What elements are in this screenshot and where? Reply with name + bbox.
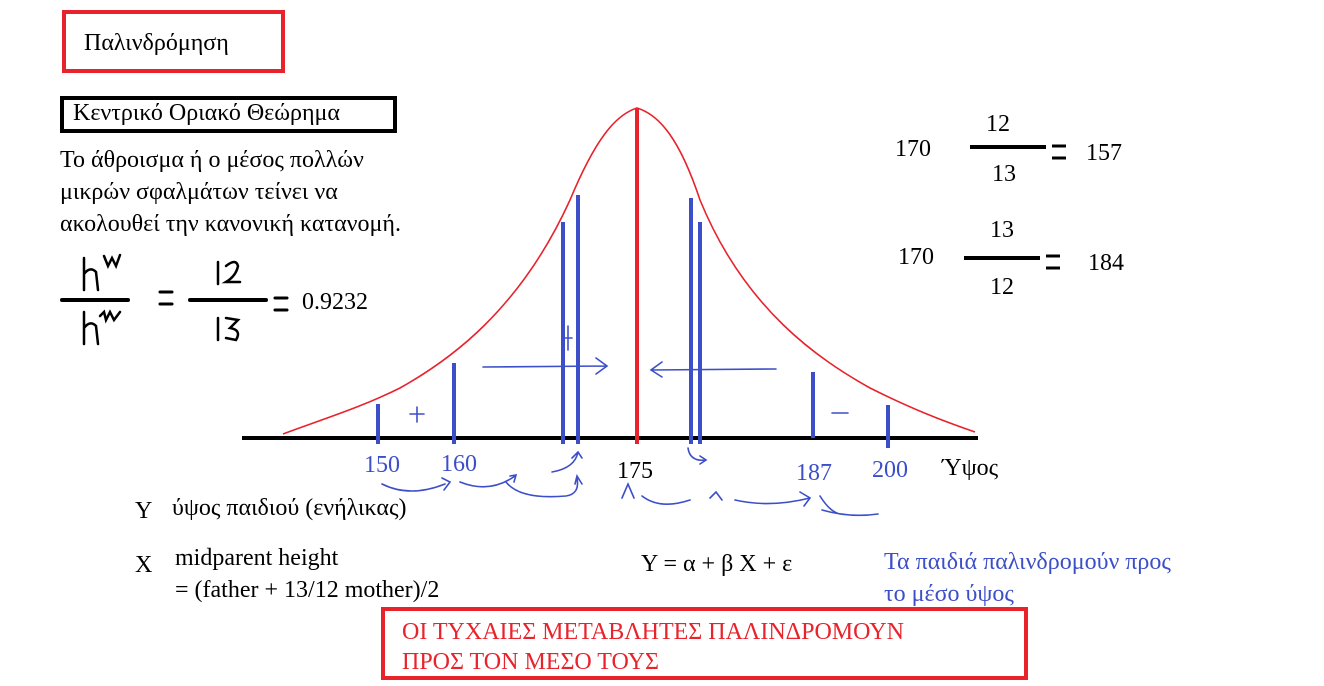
connector-bottom xyxy=(505,473,879,517)
title-box xyxy=(62,10,285,73)
x-description-1: midparent height xyxy=(175,545,339,571)
connector-160-175 xyxy=(459,474,518,488)
tick-arrow-left-inner xyxy=(551,450,583,473)
blue-value-lines xyxy=(376,195,890,448)
ratio-equals-1 xyxy=(158,290,174,306)
hw-symbol xyxy=(82,256,100,292)
calc2-left: 170 xyxy=(898,244,934,270)
hand-13 xyxy=(216,316,241,342)
y-description: ύψος παιδιού (ενήλικας) xyxy=(172,495,407,521)
hm-symbol xyxy=(82,310,100,346)
calc2-equals-sign xyxy=(1046,254,1060,270)
calc1-equals-sign xyxy=(1052,144,1066,160)
theorem-heading-box xyxy=(60,96,397,133)
hand-12 xyxy=(216,260,242,286)
calc2-result: 184 xyxy=(1088,250,1124,276)
arrow-left xyxy=(649,361,777,378)
tick-160: 160 xyxy=(441,451,477,477)
tick-187: 187 xyxy=(796,460,832,486)
arrow-right xyxy=(482,357,609,375)
conclusion-line-2: ΠΡΟΣ ΤΟΝ ΜΕΣΟ ΤΟΥΣ xyxy=(402,649,659,675)
ratio-result: 0.9232 xyxy=(302,289,368,315)
handwritten-ratio xyxy=(60,253,289,346)
calc2-numerator: 13 xyxy=(990,217,1014,243)
calc1-result: 157 xyxy=(1086,140,1122,166)
theorem-line-2: μικρών σφαλμάτων τείνει να xyxy=(60,179,338,205)
regress-note-1: Τα παιδιά παλινδρομούν προς xyxy=(884,549,1171,575)
arrows xyxy=(381,325,879,517)
axis-label: Ύψος xyxy=(942,455,999,481)
connector-150-160 xyxy=(381,477,452,492)
theorem-line-3: ακολουθεί την κανονική κατανομή. xyxy=(60,211,401,237)
plus-left-sign xyxy=(409,406,425,423)
x-symbol: X xyxy=(135,552,153,578)
calc1-denominator: 13 xyxy=(992,161,1016,187)
x-description-2: = (father + 13/12 mother)/2 xyxy=(175,577,440,603)
tick-200: 200 xyxy=(872,457,908,483)
conclusion-box xyxy=(381,607,1028,680)
calc1-numerator: 12 xyxy=(986,111,1010,137)
tick-175: 175 xyxy=(617,458,653,484)
page-title: Παλινδρόμηση xyxy=(84,30,229,56)
tick-150: 150 xyxy=(364,452,400,478)
tick-arrow-right-inner xyxy=(687,447,708,465)
theorem-line-1: Το άθροισμα ή ο μέσος πολλών xyxy=(60,147,364,173)
ratio-equals-2 xyxy=(273,296,289,312)
hw-superscript xyxy=(102,253,122,270)
regress-note-2: το μέσο ύψος xyxy=(884,581,1014,607)
calc2-denominator: 12 xyxy=(990,274,1014,300)
plus-center-sign xyxy=(562,325,573,351)
conclusion-line-1: ΟΙ ΤΥΧΑΙΕΣ ΜΕΤΑΒΛΗΤΕΣ ΠΑΛΙΝΔΡΟΜΟΥΝ xyxy=(402,619,904,645)
normal-curve xyxy=(282,107,976,435)
hm-superscript xyxy=(98,309,122,324)
regression-model: Y = α + β X + ε xyxy=(641,551,793,577)
theorem-heading: Κεντρικό Οριακό Θεώρημα xyxy=(73,100,340,126)
y-symbol: Y xyxy=(135,498,153,524)
calc1-left: 170 xyxy=(895,136,931,162)
